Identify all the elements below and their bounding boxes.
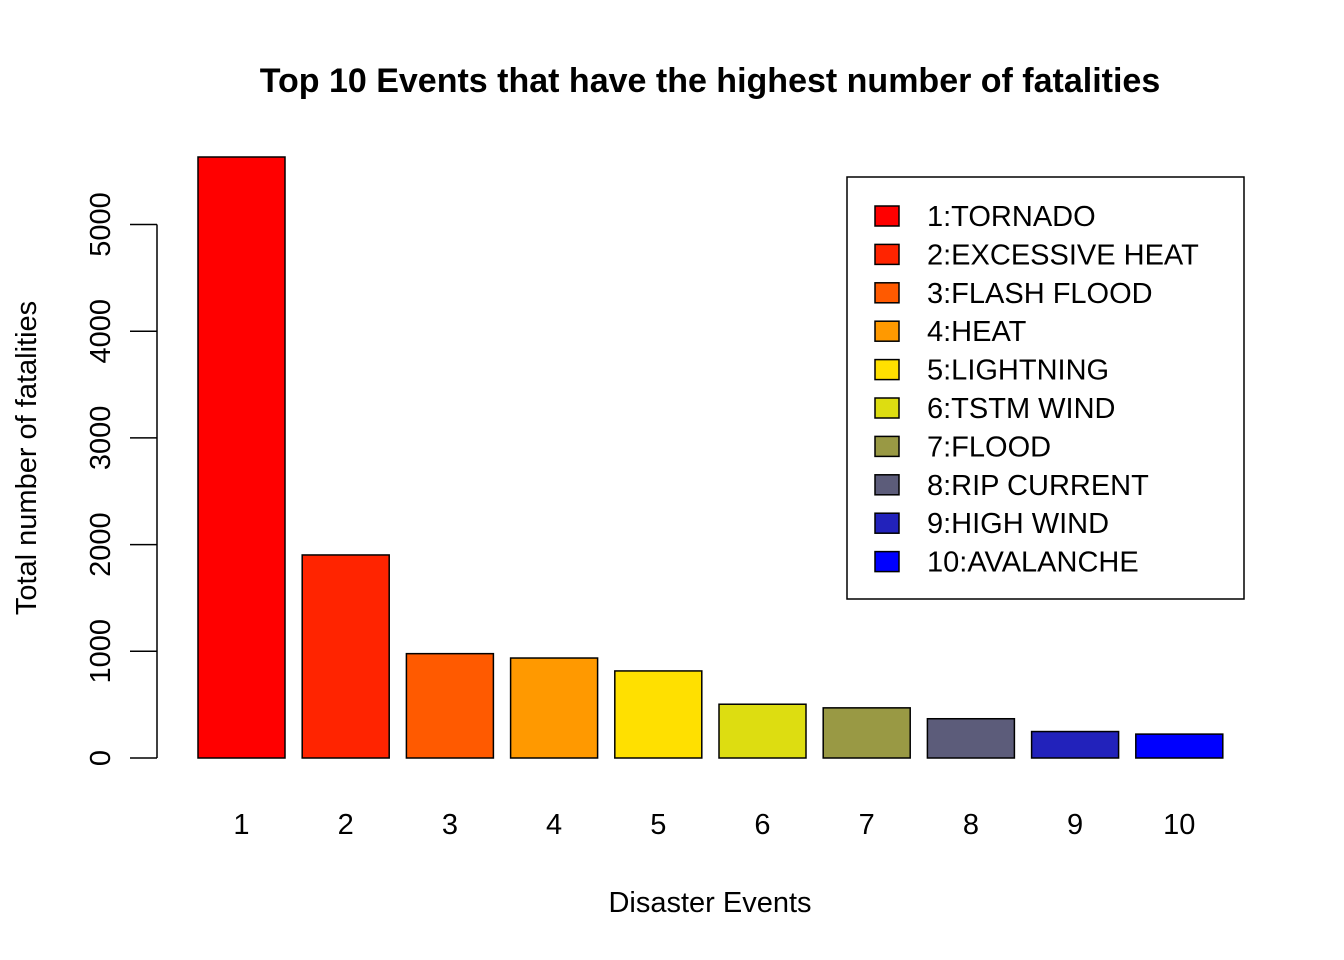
chart-title: Top 10 Events that have the highest numb… [260,62,1161,100]
y-tick-label: 2000 [85,512,117,577]
bar-4 [509,657,599,759]
bar-1 [197,156,286,759]
legend-swatch [874,282,900,304]
y-tick-label: 4000 [85,299,117,364]
legend-item: 10:AVALANCHE [927,547,1139,579]
legend-item: 9:HIGH WIND [927,508,1109,540]
bar-8 [926,717,1016,759]
bar-2 [301,554,390,759]
legend-item: 6:TSTM WIND [927,393,1116,425]
x-axis-label: Disaster Events [608,887,811,919]
legend-item: 5:LIGHTNING [927,355,1109,387]
y-tick-label: 5000 [85,192,117,257]
legend-swatch [874,550,900,573]
x-tick-label: 10 [1163,809,1195,841]
bars-group [197,156,1224,759]
bar-3 [405,652,495,759]
legend-item: 1:TORNADO [927,201,1096,233]
x-tick-label: 7 [859,809,875,841]
x-tick-label: 9 [1067,809,1083,841]
x-tick-label: 8 [963,809,979,841]
legend-box [846,176,1245,600]
legend-swatch [874,205,900,227]
legend-swatch [874,512,900,534]
legend-swatch [874,397,900,419]
x-tick-label: 5 [650,809,666,841]
y-tick-label: 0 [85,750,117,766]
y-axis: 0 1000 2000 3000 4000 5000 [85,192,158,766]
y-axis-label: Total number of fatalities [11,301,43,615]
legend-swatch [874,358,900,381]
x-tick-label: 2 [338,809,354,841]
legend-swatch [874,320,900,342]
legend-item: 8:RIP CURRENT [927,470,1149,502]
legend-swatch [874,435,900,458]
bar-10 [1135,733,1224,759]
x-tick-labels: 1 2 3 4 5 6 7 8 9 10 [233,809,1195,841]
legend-swatch [874,474,900,496]
bar-9 [1030,730,1120,759]
y-tick-label: 1000 [85,619,117,684]
legend: 1:TORNADO 2:EXCESSIVE HEAT 3:FLASH FLOOD 4:… [846,176,1245,600]
x-tick-label: 1 [233,809,249,841]
bar-6 [718,703,807,759]
x-tick-label: 3 [442,809,458,841]
bar-5 [614,670,703,759]
legend-item: 3:FLASH FLOOD [927,278,1153,310]
bar-7 [822,707,911,759]
y-tick-label: 3000 [85,406,117,471]
legend-swatch [874,243,900,266]
legend-item: 2:EXCESSIVE HEAT [927,239,1199,271]
legend-item: 7:FLOOD [927,431,1051,463]
x-tick-label: 4 [546,809,562,841]
x-tick-label: 6 [754,809,770,841]
legend-item: 4:HEAT [927,316,1027,348]
